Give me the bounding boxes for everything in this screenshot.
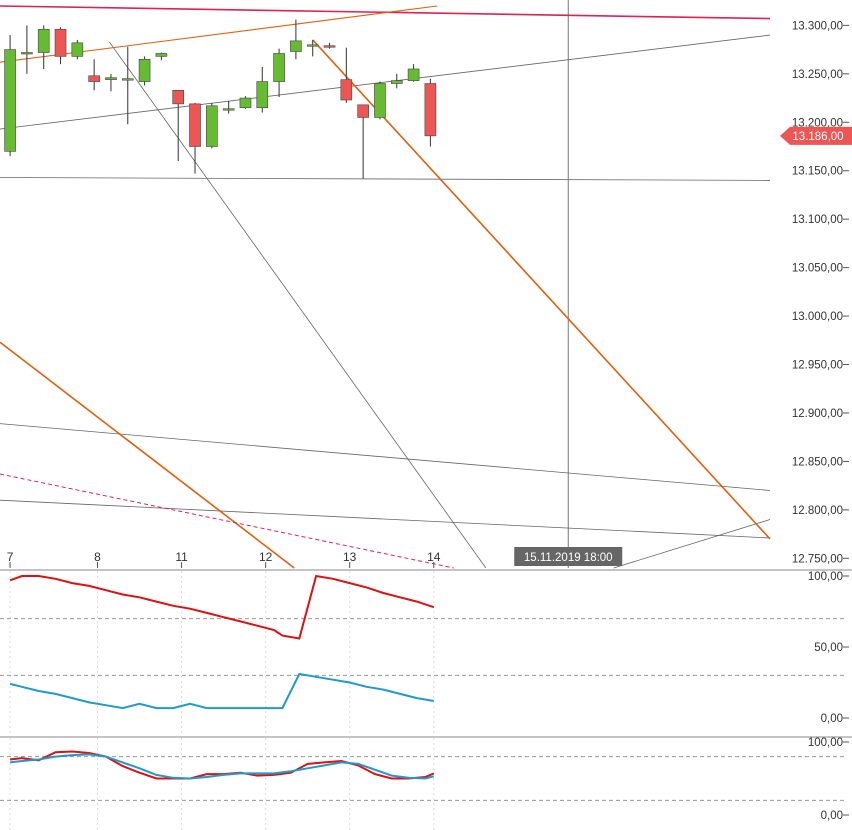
- crosshair-date-label: 15.11.2019 18:00: [524, 552, 613, 564]
- candle-body: [88, 75, 100, 82]
- x-tick-label: 14: [427, 550, 441, 564]
- candle: [273, 48, 285, 98]
- candle: [54, 27, 67, 65]
- date-badge-shape: [514, 547, 623, 566]
- candle: [88, 59, 100, 91]
- crosshair-date-badge: 15.11.2019 18:00: [514, 547, 623, 566]
- candle: [37, 25, 50, 69]
- y-tick-label: 13.250,00: [792, 69, 843, 81]
- candle: [357, 104, 369, 179]
- trend-line: [312, 39, 771, 540]
- candle: [323, 42, 336, 49]
- candle: [407, 64, 420, 82]
- candle-body: [374, 83, 386, 118]
- candle: [374, 81, 386, 120]
- y-tick-label: 13.000,00: [792, 311, 843, 323]
- y-tick-label: 12.950,00: [792, 360, 843, 372]
- candle: [239, 96, 252, 109]
- candle: [155, 52, 168, 61]
- trend-line: [0, 473, 455, 569]
- candle: [206, 102, 218, 149]
- candle-body: [222, 108, 235, 111]
- candle-body: [155, 53, 168, 57]
- candle-body: [4, 49, 16, 152]
- candle: [306, 39, 319, 57]
- x-tick-label: 8: [94, 550, 101, 564]
- trend-line: [0, 423, 771, 491]
- candle-body: [105, 77, 117, 80]
- candle: [290, 19, 302, 60]
- y-tick-label: 13.100,00: [792, 214, 843, 226]
- price-badge-shape: [780, 126, 852, 145]
- y-tick-label: 0,00: [821, 810, 843, 822]
- candle-body: [306, 44, 319, 47]
- y-tick-label: 13.300,00: [792, 20, 843, 32]
- candle: [390, 73, 403, 89]
- candle-body: [54, 28, 67, 57]
- trend-line: [0, 499, 771, 539]
- candle: [424, 78, 437, 147]
- candle-body: [273, 53, 285, 82]
- candle-body: [21, 52, 33, 55]
- y-tick-label: 100,00: [808, 737, 843, 749]
- candle-body: [138, 58, 151, 82]
- y-tick-label: 13.150,00: [792, 166, 843, 178]
- trend-line: [0, 177, 771, 181]
- oscillator-panel-1[interactable]: 100,00 50,00 0,00: [0, 569, 852, 736]
- candle: [222, 100, 235, 114]
- candle-body: [340, 79, 353, 101]
- candle-body: [407, 68, 420, 81]
- candle-body: [390, 80, 403, 84]
- y-tick-label: 12.800,00: [792, 505, 843, 517]
- candle-body: [290, 40, 302, 52]
- y-tick-label: 12.750,00: [792, 553, 843, 565]
- x-tick-label: 11: [175, 550, 188, 564]
- y-tick-label: 13.200,00: [792, 117, 843, 129]
- y-tick-label: 13.050,00: [792, 263, 843, 275]
- candle-body: [357, 104, 369, 118]
- candle-body: [206, 105, 218, 147]
- candle-body: [71, 42, 84, 57]
- candle-body: [121, 78, 134, 81]
- candle-body: [189, 103, 201, 147]
- y-tick-label: 50,00: [814, 642, 843, 654]
- candle-body: [424, 83, 437, 137]
- trend-line: [613, 519, 771, 569]
- price-panel[interactable]: 13.300,00 13.250,00 13.200,00 13.150,00 13.1…: [0, 0, 852, 569]
- trend-line: [108, 41, 487, 569]
- candle: [105, 73, 117, 92]
- y-tick-label: 12.900,00: [792, 408, 843, 420]
- y-tick-label: 12.850,00: [792, 456, 843, 468]
- candle: [256, 67, 269, 113]
- candle-body: [172, 90, 185, 105]
- x-tick-label: 13: [343, 550, 357, 564]
- candle: [340, 47, 353, 103]
- candle: [71, 39, 84, 60]
- candle-body: [256, 81, 269, 109]
- current-price-badge: 13.186,00: [780, 126, 852, 145]
- x-tick-label: 7: [7, 550, 14, 564]
- y-tick-label: 0,00: [821, 713, 843, 725]
- x-tick-label: 12: [259, 550, 273, 564]
- oscillator-series-line: [9, 574, 435, 640]
- candle: [21, 25, 33, 74]
- candle-body: [323, 45, 336, 48]
- candle-body: [239, 97, 252, 109]
- y-tick-label: 100,00: [808, 571, 843, 583]
- current-price-label: 13.186,00: [792, 131, 843, 143]
- candle: [4, 35, 16, 157]
- candle: [121, 46, 134, 125]
- candle-body: [37, 28, 50, 53]
- trend-line: [0, 34, 771, 130]
- candle: [138, 56, 151, 86]
- trend-line: [0, 341, 295, 569]
- oscillator-panel-2[interactable]: 100,00 0,00: [0, 736, 852, 830]
- candle: [172, 90, 185, 162]
- candle: [189, 102, 201, 174]
- oscillator-series-line: [9, 672, 434, 710]
- oscillator-series-line: [9, 753, 435, 780]
